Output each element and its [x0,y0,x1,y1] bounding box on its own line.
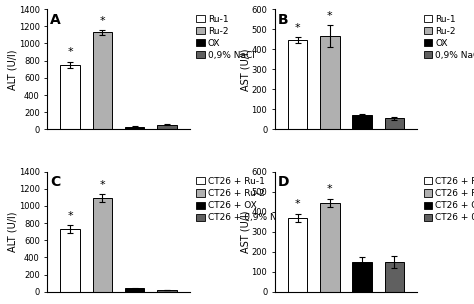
Text: A: A [50,13,61,27]
Bar [157,125,177,130]
Text: *: * [295,199,301,209]
Text: B: B [278,13,288,27]
Bar [385,262,404,292]
Text: *: * [327,185,333,194]
Bar [92,32,112,130]
Legend: CT26 + Ru-1, CT26 + Ru-2, CT26 + OX, CT26 + 0,9% NaCl: CT26 + Ru-1, CT26 + Ru-2, CT26 + OX, CT2… [196,176,292,223]
Legend: CT26 + Ru-1, CT26 + Ru-2, CT26 + OX, CT26 + 0,9% NaCl: CT26 + Ru-1, CT26 + Ru-2, CT26 + OX, CT2… [423,176,474,223]
Bar [353,262,372,292]
Text: *: * [327,11,333,21]
Y-axis label: AST (U/l): AST (U/l) [240,48,250,91]
Bar [60,229,80,292]
Text: D: D [278,175,289,189]
Bar [288,40,307,130]
Text: C: C [50,175,61,189]
Text: *: * [100,16,105,26]
Bar [60,65,80,130]
Y-axis label: ALT (U/l): ALT (U/l) [8,212,18,252]
Bar [157,290,177,292]
Bar [92,198,112,292]
Y-axis label: ALT (U/l): ALT (U/l) [8,49,18,89]
Bar [320,202,339,292]
Bar [353,116,372,130]
Bar [320,36,339,130]
Text: *: * [67,211,73,221]
Legend: Ru-1, Ru-2, OX, 0,9% NaCl: Ru-1, Ru-2, OX, 0,9% NaCl [423,14,474,61]
Bar [125,127,145,130]
Text: *: * [100,180,105,190]
Y-axis label: AST (U/l): AST (U/l) [240,210,250,253]
Legend: Ru-1, Ru-2, OX, 0,9% NaCl: Ru-1, Ru-2, OX, 0,9% NaCl [196,14,255,61]
Text: *: * [67,47,73,57]
Bar [288,218,307,292]
Bar [385,118,404,130]
Bar [125,288,145,292]
Text: *: * [295,23,301,33]
